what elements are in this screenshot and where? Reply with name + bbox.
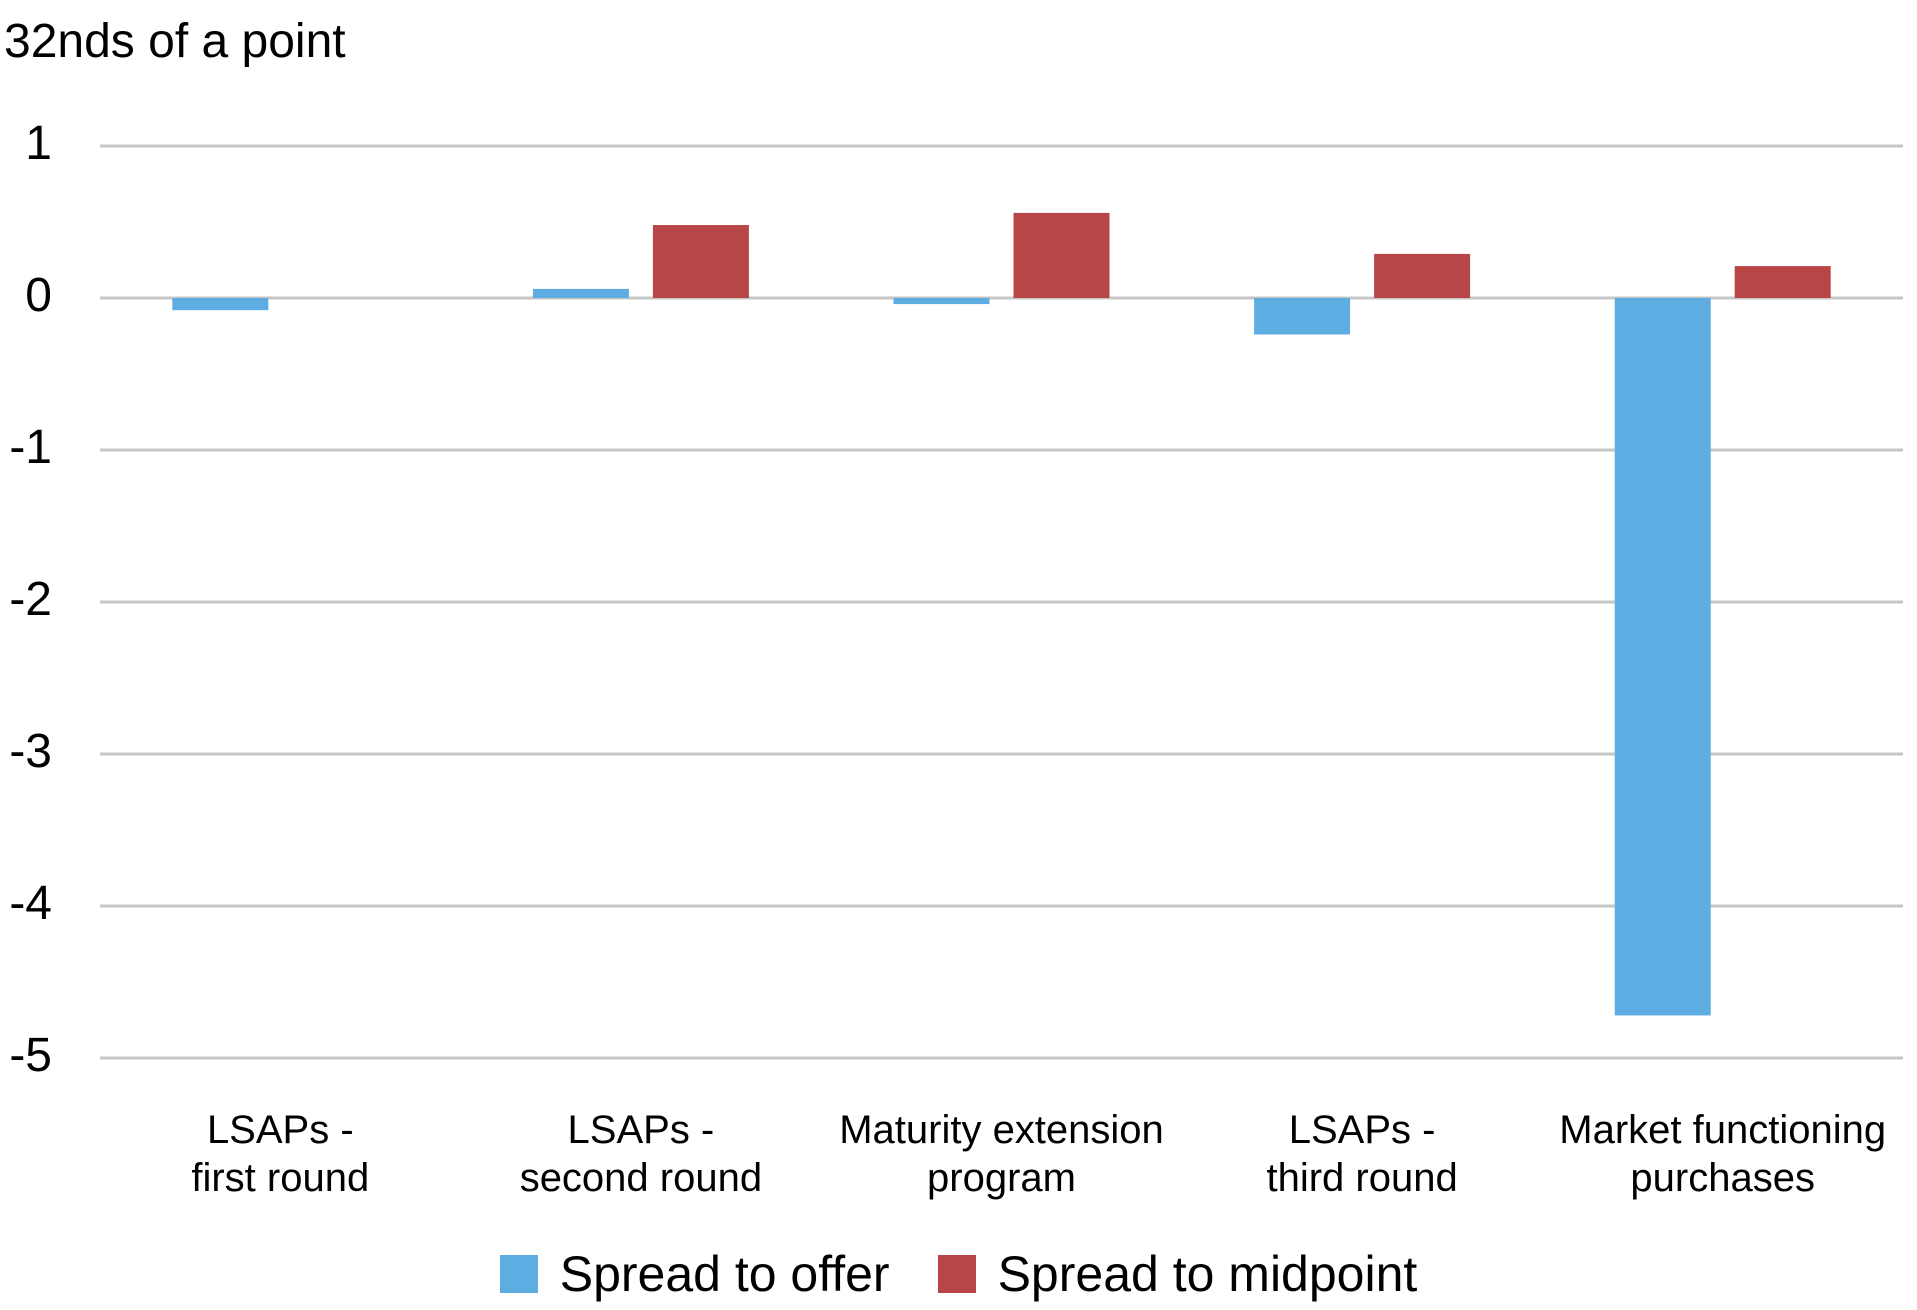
bars [172, 212, 1831, 1016]
x-tick-label-line: third round [1266, 1156, 1458, 1200]
x-tick-label: LSAPs - first round [90, 1106, 470, 1202]
gridlines [100, 144, 1903, 1060]
y-tick-label: 0 [25, 269, 52, 322]
x-tick-label: LSAPs - second round [451, 1106, 831, 1202]
x-tick-label-line: LSAPs - [206, 1108, 354, 1152]
x-tick-label-line: first round [191, 1156, 370, 1200]
x-tick-label: Market functioning purchases [1533, 1106, 1913, 1202]
bar-spread-to-offer [1254, 298, 1351, 335]
x-tick-label-line: second round [519, 1156, 763, 1200]
legend-label-spread-to-midpoint: Spread to midpoint [997, 1246, 1418, 1302]
y-tick-label: 1 [25, 117, 52, 170]
y-tick-label: -4 [9, 877, 52, 930]
x-tick-label-line: LSAPs - [567, 1108, 715, 1152]
bar-spread-to-offer [1614, 298, 1711, 1016]
legend-label-spread-to-offer: Spread to offer [559, 1246, 890, 1302]
bar-spread-to-offer [532, 288, 629, 298]
x-tick-label-line: Maturity extension [839, 1108, 1164, 1152]
y-tick-label: -3 [9, 725, 52, 778]
bar-spread-to-offer [893, 298, 990, 305]
x-tick-label-line: Market functioning [1559, 1108, 1887, 1152]
bar-spread-to-midpoint [652, 225, 749, 298]
x-tick-label: Maturity extension program [812, 1106, 1192, 1202]
x-tick-label-line: purchases [1630, 1156, 1815, 1200]
bar-spread-to-midpoint [1013, 212, 1110, 298]
legend: Spread to offer Spread to midpoint [0, 1246, 1917, 1302]
y-tick-label: -5 [9, 1029, 52, 1082]
x-tick-label-line: LSAPs - [1288, 1108, 1436, 1152]
x-tick-label-line: program [927, 1156, 1076, 1200]
legend-swatch-spread-to-offer [499, 1255, 538, 1293]
bar-spread-to-midpoint [1374, 253, 1471, 298]
y-tick-label: -2 [9, 573, 52, 626]
x-tick-label: LSAPs - third round [1172, 1106, 1552, 1202]
legend-item-spread-to-midpoint: Spread to midpoint [937, 1246, 1418, 1302]
y-tick-label: -1 [9, 421, 52, 474]
bar-spread-to-offer [172, 298, 269, 311]
legend-item-spread-to-offer: Spread to offer [499, 1246, 890, 1302]
bar-spread-to-midpoint [1734, 266, 1831, 298]
legend-swatch-spread-to-midpoint [937, 1255, 976, 1293]
y-axis-unit-label: 32nds of a point [4, 15, 346, 68]
